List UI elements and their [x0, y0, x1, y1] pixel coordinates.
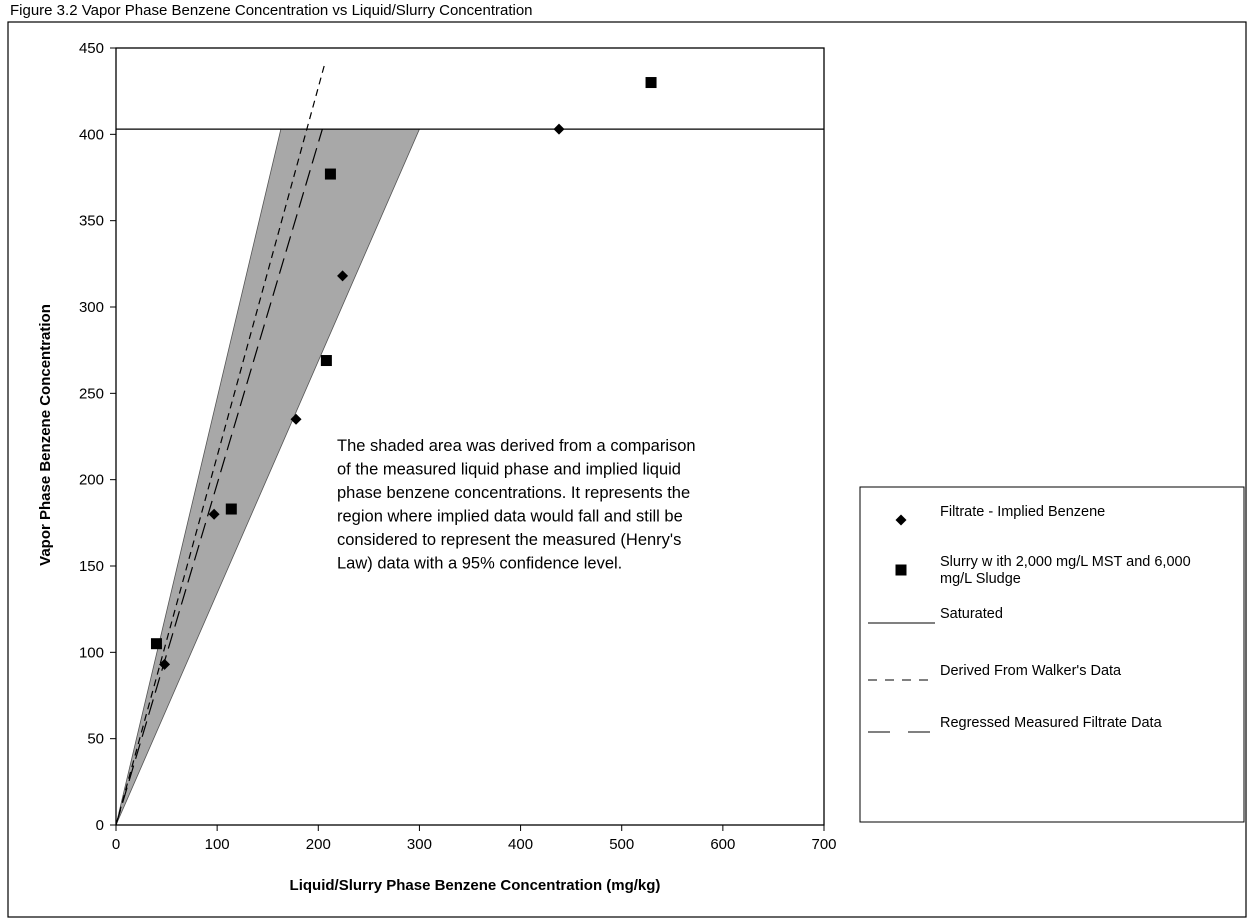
data-point-diamond [290, 413, 302, 425]
y-tick-label: 400 [79, 126, 104, 143]
y-tick-label: 350 [79, 213, 104, 230]
legend-label: Slurry w ith 2,000 mg/L MST and 6,000 mg/… [940, 554, 1191, 587]
note-line: Law) data with a 95% confidence level. [337, 555, 622, 573]
y-tick-label: 0 [96, 817, 104, 834]
y-tick-label: 150 [79, 558, 104, 575]
legend-square-marker [895, 564, 907, 576]
legend-label: Derived From Walker's Data [940, 663, 1122, 679]
note-line: phase benzene concentrations. It represe… [337, 484, 690, 502]
legend-label: Regressed Measured Filtrate Data [940, 715, 1163, 731]
figure-frame [7, 21, 1247, 918]
x-tick-label: 500 [609, 836, 634, 853]
legend-label-line: mg/L Sludge [940, 571, 1021, 587]
y-axis-label: Vapor Phase Benzene Concentration [37, 304, 54, 566]
series-lines-layer [115, 65, 824, 826]
axis-ticks-layer: 0 100 200 300 400 500 600 700 0 50 100 150 200 250 300… [79, 40, 837, 853]
x-tick-label: 600 [710, 836, 735, 853]
y-tick-label: 450 [79, 40, 104, 57]
data-point-square [320, 355, 332, 367]
data-point-diamond [159, 658, 171, 670]
legend-label-line: Slurry w ith 2,000 mg/L MST and 6,000 [940, 554, 1191, 570]
data-point-square [645, 77, 657, 89]
y-tick-label: 300 [79, 299, 104, 316]
note-line: region where implied data would fall and… [337, 508, 683, 526]
data-point-diamond [337, 270, 349, 282]
shaded-area-note: The shaded area was derived from a compa… [337, 437, 696, 573]
x-tick-label: 400 [508, 836, 533, 853]
legend-label: Filtrate - Implied Benzene [940, 504, 1105, 520]
data-point-square [150, 638, 162, 650]
series-line-4 [115, 128, 323, 826]
legend-diamond-marker [895, 514, 907, 526]
data-point-square [324, 168, 336, 180]
y-tick-label: 50 [87, 731, 104, 748]
x-tick-label: 300 [407, 836, 432, 853]
y-tick-label: 100 [79, 644, 104, 661]
data-point-diamond [553, 123, 565, 135]
x-tick-label: 200 [306, 836, 331, 853]
x-tick-label: 700 [811, 836, 836, 853]
note-line: The shaded area was derived from a compa… [337, 437, 696, 455]
y-tick-label: 250 [79, 385, 104, 402]
note-line: of the measured liquid phase and implied… [337, 461, 681, 479]
note-line: considered to represent the measured (He… [337, 531, 681, 549]
x-tick-label: 100 [205, 836, 230, 853]
legend-box [859, 486, 1245, 823]
figure-caption: Figure 3.2 Vapor Phase Benzene Concentra… [10, 2, 533, 19]
data-markers-layer [150, 77, 657, 670]
legend: Filtrate - Implied Benzene Slurry w ith 2… [868, 504, 1191, 733]
x-axis-label: Liquid/Slurry Phase Benzene Concentratio… [290, 877, 661, 894]
y-tick-label: 200 [79, 472, 104, 489]
data-point-diamond [208, 508, 220, 520]
x-tick-label: 0 [112, 836, 120, 853]
legend-label: Saturated [940, 606, 1003, 622]
plot-area-frame [115, 47, 825, 826]
data-point-square [225, 503, 237, 515]
